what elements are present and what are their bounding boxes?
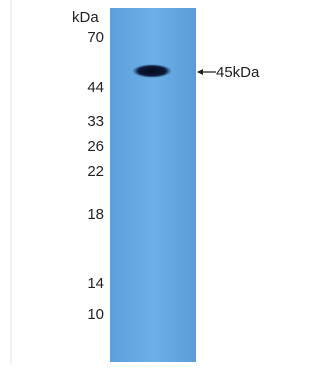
gel-lane (110, 8, 196, 362)
band-label: 45kDa (216, 64, 260, 81)
blot-image: kDa 70 44 33 26 22 18 14 10 45kDa (0, 0, 270, 365)
marker-label: 18 (87, 206, 104, 223)
page: kDa 70 44 33 26 22 18 14 10 45kDa (() =>… (0, 0, 270, 365)
protein-band (132, 64, 172, 78)
marker-label: 44 (87, 79, 104, 96)
marker-label: 14 (87, 275, 104, 292)
band-arrow-head (197, 69, 203, 75)
marker-label: 10 (87, 306, 104, 323)
unit-label: kDa (72, 9, 99, 26)
marker-label: 22 (87, 163, 104, 180)
marker-label: 70 (87, 29, 104, 46)
marker-label: 26 (87, 138, 104, 155)
marker-label: 33 (87, 113, 104, 130)
